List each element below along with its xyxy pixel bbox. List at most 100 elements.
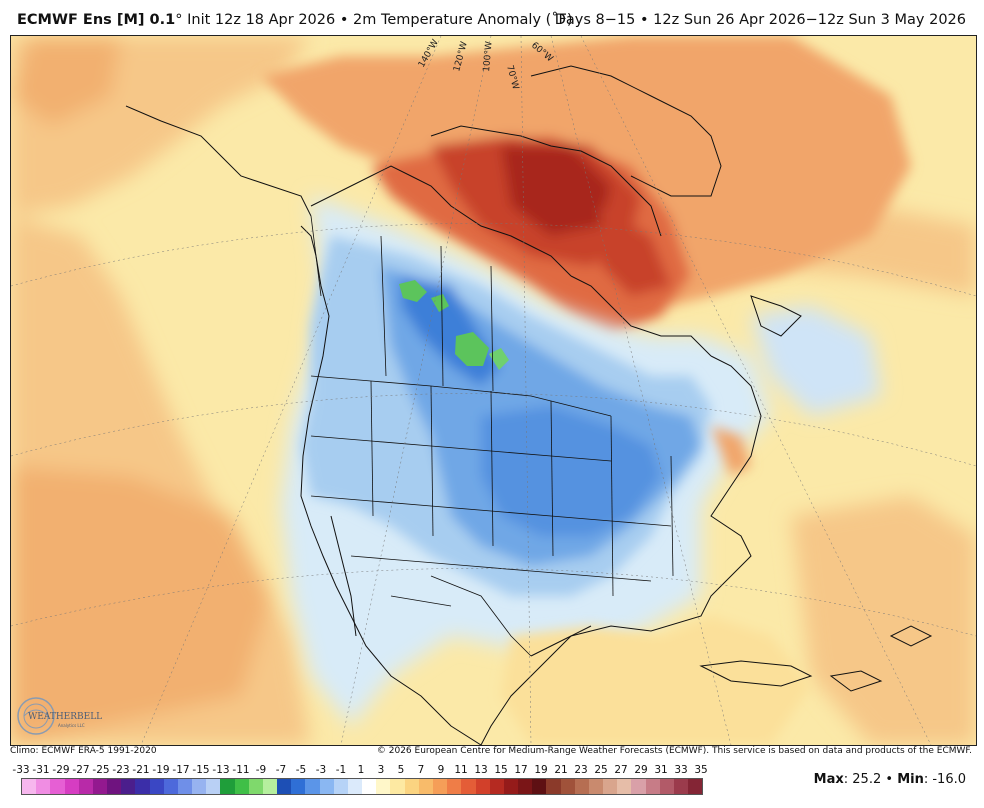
legend-swatch [149, 779, 164, 794]
legend-tick-labels: -33 -31 -29 -27 -25 -23 -21 -19 -17 -15 -13 -11 -9 -7… [12, 764, 708, 778]
legend-swatch [588, 779, 604, 794]
legend-tick: -19 [152, 764, 170, 776]
legend-tick: -21 [132, 764, 150, 776]
max-label: Max [813, 772, 844, 787]
model-name: ECMWF Ens [M] 0.1 [17, 12, 176, 28]
political-borders [310, 215, 674, 657]
legend-swatch [192, 779, 207, 794]
legend-swatch [673, 779, 689, 794]
legend-tick: 31 [654, 764, 668, 776]
legend-swatch [78, 779, 93, 794]
legend-tick: -7 [275, 764, 287, 776]
legend-tick: -11 [232, 764, 250, 776]
map-title: ECMWF Ens [M] 0.1° Init 12z 18 Apr 2026 … [17, 12, 573, 28]
legend-swatch [22, 779, 37, 794]
legend-tick: 21 [554, 764, 568, 776]
legend-swatch [461, 779, 476, 794]
legend-tick: -31 [32, 764, 50, 776]
legend-tick: 33 [674, 764, 688, 776]
legend-tick: 1 [357, 764, 365, 776]
legend-tick: -13 [212, 764, 230, 776]
legend-tick: 17 [514, 764, 528, 776]
legend-tick: -27 [72, 764, 90, 776]
legend-tick: -1 [335, 764, 347, 776]
legend-tick: -15 [192, 764, 210, 776]
legend-tick: 29 [634, 764, 648, 776]
max-value: : 25.2 [843, 772, 882, 787]
valid-period: Days 8−15 • 12z Sun 26 Apr 2026−12z Sun … [554, 12, 966, 28]
legend-tick: -17 [172, 764, 190, 776]
legend-tick: -5 [295, 764, 307, 776]
legend-tick: 27 [614, 764, 628, 776]
legend-swatch [532, 779, 547, 794]
legend-swatch [390, 779, 405, 794]
min-value: : -16.0 [923, 772, 966, 787]
coastlines [125, 65, 933, 745]
legend-tick: 35 [694, 764, 708, 776]
legend-swatch [518, 779, 533, 794]
map-header: ECMWF Ens [M] 0.1° Init 12z 18 Apr 2026 … [0, 0, 984, 34]
legend-tick: -25 [92, 764, 110, 776]
coldest-anomaly-patches [399, 280, 509, 370]
init-time: Init 12z 18 Apr 2026 [187, 12, 336, 28]
title-bullet: • [339, 12, 349, 28]
legend-swatch [333, 779, 348, 794]
legend-tick: 23 [574, 764, 588, 776]
legend-tick: 19 [534, 764, 548, 776]
legend-tick: -9 [255, 764, 267, 776]
legend-tick: -29 [52, 764, 70, 776]
legend-swatch [36, 779, 51, 794]
logo-subtext: Analytics LLC [58, 723, 85, 728]
color-legend: -33 -31 -29 -27 -25 -23 -21 -19 -17 -15 -13 -11 -9 -7… [12, 764, 708, 798]
weatherbell-logo: WEATHERBELL Analytics LLC [14, 694, 104, 738]
legend-tick: 5 [397, 764, 405, 776]
legend-swatch [447, 779, 462, 794]
legend-swatch [489, 779, 504, 794]
legend-tick: -3 [315, 764, 327, 776]
legend-tick: 3 [377, 764, 385, 776]
min-label: Min [897, 772, 924, 787]
legend-swatch [206, 779, 221, 794]
legend-tick: 15 [494, 764, 508, 776]
legend-tick: -23 [112, 764, 130, 776]
anomaly-map: 140°W 120°W 100°W 70°W 60°W [10, 35, 977, 746]
legend-swatch [645, 779, 660, 794]
legend-tick: -33 [12, 764, 30, 776]
legend-swatch [262, 779, 278, 794]
legend-swatch [234, 779, 249, 794]
legend-swatch [574, 779, 589, 794]
climo-credit: Climo: ECMWF ERA-5 1991-2020 [10, 746, 157, 756]
legend-swatch [163, 779, 178, 794]
legend-swatch [404, 779, 419, 794]
gulf-warm-anomaly [501, 426, 811, 745]
degree-symbol: ° [175, 12, 183, 28]
legend-swatch [376, 779, 391, 794]
legend-swatch [50, 779, 65, 794]
legend-swatch [177, 779, 193, 794]
legend-swatch [617, 779, 632, 794]
legend-swatch [121, 779, 136, 794]
legend-swatch [220, 779, 235, 794]
legend-tick: 9 [437, 764, 445, 776]
stats-separator: • [885, 772, 894, 787]
legend-swatch [277, 779, 292, 794]
legend-swatch [135, 779, 150, 794]
legend-swatch [248, 779, 263, 794]
legend-tick: 25 [594, 764, 608, 776]
legend-swatch [688, 779, 703, 794]
legend-swatch [291, 779, 306, 794]
legend-swatch [92, 779, 108, 794]
legend-swatch [659, 779, 674, 794]
legend-swatch [418, 779, 433, 794]
variable-name: 2m Temperature Anomaly (˚F) [353, 12, 573, 28]
graticule [11, 36, 976, 745]
legend-swatch [347, 779, 363, 794]
logo-text: WEATHERBELL [28, 712, 102, 722]
legend-swatch [319, 779, 334, 794]
legend-swatch [432, 779, 448, 794]
legend-swatch [631, 779, 646, 794]
legend-swatch [503, 779, 519, 794]
ecmwf-copyright: © 2026 European Centre for Medium-Range … [376, 746, 972, 756]
legend-tick: 7 [417, 764, 425, 776]
legend-swatch [107, 779, 122, 794]
